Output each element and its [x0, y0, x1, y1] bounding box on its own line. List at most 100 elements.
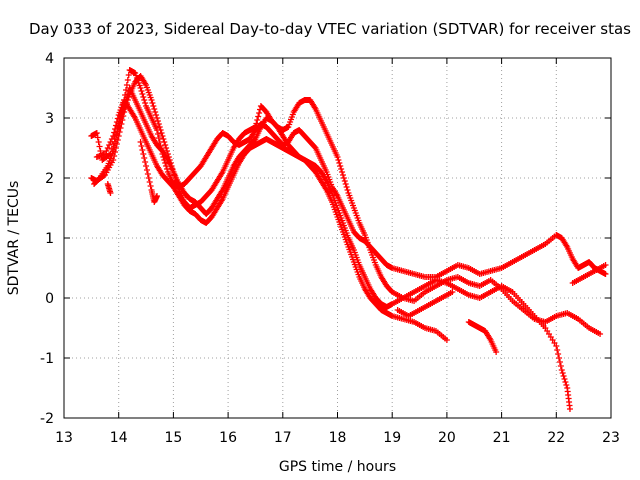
x-axis-label: GPS time / hours [279, 459, 396, 475]
x-tick-label: 21 [493, 430, 511, 446]
data-point [153, 112, 160, 118]
x-tick-label: 14 [110, 430, 128, 446]
data-point [146, 179, 153, 185]
data-point [163, 145, 170, 151]
data-point [449, 289, 456, 295]
data-point [556, 359, 563, 365]
y-tick-label: 2 [45, 171, 54, 187]
series-track-2 [88, 73, 604, 337]
data-point [112, 126, 119, 132]
data-point [252, 124, 259, 130]
data-point [148, 97, 155, 103]
data-point [253, 120, 260, 127]
data-point [140, 151, 147, 157]
data-point [343, 184, 350, 190]
data-point [556, 355, 563, 361]
data-point [344, 187, 351, 193]
data-point [114, 115, 121, 122]
x-tick-labels: 13 14 15 16 17 18 19 20 21 22 23 [55, 430, 620, 446]
data-point [159, 133, 166, 139]
data-point [156, 124, 163, 130]
data-point [559, 370, 566, 376]
data-point [154, 131, 161, 137]
data-point [141, 155, 148, 161]
data-point [162, 142, 169, 148]
data-points [88, 67, 609, 412]
data-point [164, 166, 171, 172]
data-point [162, 160, 169, 166]
data-point [336, 160, 343, 166]
data-point [94, 134, 101, 141]
data-point [138, 143, 145, 149]
data-point [255, 113, 262, 120]
data-point [142, 100, 149, 106]
data-point [139, 91, 146, 97]
series-track-3 [91, 85, 573, 412]
x-tick-label: 22 [547, 430, 565, 446]
data-point [341, 178, 348, 184]
data-point [553, 343, 560, 349]
data-point [125, 72, 132, 78]
data-point [561, 376, 568, 382]
data-point [337, 163, 344, 169]
y-tick-label: -2 [40, 411, 54, 427]
x-tick-label: 15 [164, 430, 182, 446]
data-point [124, 77, 131, 83]
data-point [104, 145, 111, 151]
data-point [154, 118, 161, 124]
data-point [338, 166, 345, 172]
data-point [560, 373, 567, 379]
x-tick-label: 23 [602, 430, 620, 446]
data-point [597, 331, 604, 337]
series-track-5 [104, 139, 609, 355]
data-point [562, 379, 569, 385]
data-point [563, 382, 570, 388]
data-point [340, 175, 347, 181]
data-point [112, 122, 119, 129]
data-point [137, 139, 144, 145]
x-tick-label: 16 [219, 430, 237, 446]
data-point [160, 136, 167, 142]
y-tick-label: 3 [45, 111, 54, 127]
data-point [158, 130, 165, 136]
data-point [139, 147, 146, 153]
data-point [137, 85, 144, 91]
data-point [493, 349, 500, 355]
data-point [554, 347, 561, 353]
data-point [335, 157, 342, 163]
data-point [153, 193, 160, 199]
plot-frame [63, 57, 612, 419]
data-point [140, 94, 147, 100]
data-point [602, 271, 609, 277]
chart-title: Day 033 of 2023, Sidereal Day-to-day VTE… [29, 20, 631, 38]
data-point [150, 103, 157, 109]
data-point [334, 154, 341, 160]
data-point [155, 135, 162, 141]
data-point [155, 121, 162, 127]
data-point [138, 88, 145, 94]
data-point [96, 143, 103, 150]
data-point [141, 97, 148, 103]
data-point [149, 100, 156, 106]
y-tick-label: 4 [45, 51, 54, 67]
x-tick-label: 18 [329, 430, 347, 446]
data-point [152, 109, 159, 115]
data-point [143, 167, 150, 173]
data-point [113, 119, 120, 125]
x-tick-label: 20 [438, 430, 456, 446]
y-tick-label: -1 [40, 351, 54, 367]
data-point [339, 172, 346, 178]
data-point [107, 190, 114, 196]
data-point [566, 406, 573, 412]
y-axis-label: SDTVAR / TECUs [6, 181, 22, 296]
data-point [93, 130, 100, 136]
data-point [111, 144, 118, 150]
data-point [161, 139, 168, 145]
data-point [110, 133, 117, 139]
data-point [95, 139, 102, 145]
data-point [111, 129, 118, 136]
data-point [254, 117, 261, 123]
data-point [558, 367, 565, 373]
data-point [342, 181, 349, 187]
